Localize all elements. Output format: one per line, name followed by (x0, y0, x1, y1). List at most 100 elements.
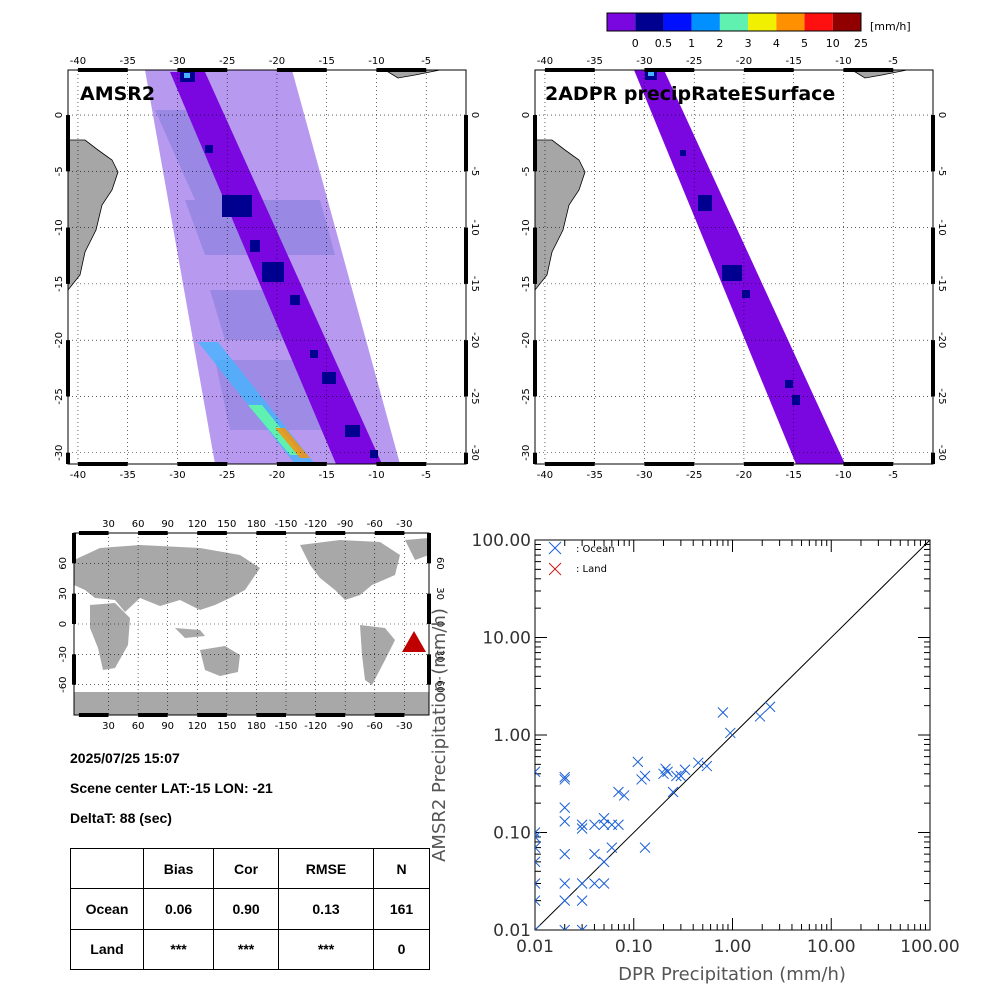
lat-tick-label: -20 (936, 332, 947, 348)
stats-cell: 0.90 (213, 888, 279, 930)
lon-tick-label: -35 (120, 470, 136, 481)
stats-cell: *** (277, 928, 375, 971)
scatter-point-ocean (701, 760, 713, 772)
stats-table: Bias Cor RMSE N Ocean 0.06 0.90 0.13 161… (70, 847, 430, 971)
scatter-point-ocean (559, 924, 571, 930)
scatter-points (535, 701, 776, 930)
scatter-point-ocean (598, 856, 610, 868)
globe-map: 30 30 60 60 90 90 120 120 150 150 180 180 -150 -150 -1… (58, 519, 445, 732)
colorbar-label: 0.5 (655, 37, 673, 50)
scatter-point-ocean (692, 757, 704, 769)
colorbar-label: 4 (773, 37, 780, 50)
legend-land-label: : Land (576, 564, 607, 575)
lat-tick-label: -25 (54, 388, 65, 404)
lon-tick-label: -20 (736, 470, 752, 481)
lon-tick-label: -30 (396, 519, 412, 530)
lat-tick-label: -30 (521, 445, 532, 461)
lon-tick-label: -15 (319, 56, 335, 67)
scene-center-text: Scene center LAT:-15 LON: -21 (70, 780, 273, 796)
lat-tick-label: -60 (434, 676, 445, 692)
lat-tick-label: 60 (58, 557, 69, 570)
scatter-point-ocean (535, 895, 541, 907)
scatter-point-ocean (535, 831, 541, 843)
colorbar-label: 3 (745, 37, 752, 50)
lat-tick-label: -15 (521, 276, 532, 292)
lat-tick-label: -30 (469, 445, 480, 461)
scatter-point-ocean (589, 819, 600, 831)
lat-tick-label: -25 (469, 388, 480, 404)
scatter-point-ocean (535, 856, 541, 868)
colorbar-label: 10 (826, 37, 840, 50)
scatter-point-ocean (670, 770, 682, 782)
lat-tick-label: -15 (54, 276, 65, 292)
y-axis-label: AMSR2 Precipitation (mm/h) (429, 608, 450, 862)
lat-tick-label: -30 (936, 445, 947, 461)
scatter-point-ocean (724, 727, 736, 739)
colorbar-label: 0 (632, 37, 639, 50)
stats-header-cell: Bias (142, 847, 215, 890)
lat-tick-label: -15 (936, 276, 947, 292)
stats-cell: 161 (373, 888, 430, 930)
lon-tick-label: -20 (269, 56, 285, 67)
lon-tick-label: 150 (217, 721, 236, 732)
lon-tick-label: 180 (247, 519, 266, 530)
scatter-point-ocean (717, 707, 729, 718)
scatter-point-ocean (535, 827, 541, 838)
lon-tick-label: -40 (70, 470, 86, 481)
scatter-point-ocean (754, 711, 766, 722)
scatter-point-ocean (598, 819, 610, 831)
scatter-point-ocean (589, 878, 600, 889)
colorbar: 0 0.5 1 2 3 4 5 10 25 (606, 12, 868, 50)
dpr-map: -40 -40 -35 -35 -30 -30 -25 -25 -20 -20 -15 -15 -10 -… (521, 56, 947, 481)
x-tick-label: 1.00 (714, 937, 752, 957)
lon-tick-label: -35 (587, 56, 603, 67)
lat-tick-label: -25 (936, 388, 947, 404)
lon-tick-label: -10 (835, 470, 851, 481)
stats-cell: Land (70, 928, 144, 971)
legend-land-cross (548, 562, 562, 576)
x-axis-label: DPR Precipitation (mm/h) (618, 964, 846, 985)
lon-tick-label: -5 (421, 56, 431, 67)
lon-tick-label: -120 (304, 519, 327, 530)
lon-tick-label: -30 (636, 56, 652, 67)
colorbar-label: 1 (688, 37, 695, 50)
colorbar-swatch (663, 13, 692, 31)
lon-tick-label: -35 (587, 470, 603, 481)
scatter-point-ocean (535, 766, 541, 778)
lon-tick-label: -150 (275, 519, 298, 530)
scatter-point-ocean (639, 770, 651, 782)
lat-tick-label: 0 (434, 621, 445, 627)
lat-tick-label: 0 (469, 112, 480, 118)
stats-cell: *** (213, 928, 279, 971)
lon-tick-label: -60 (367, 519, 383, 530)
stats-cell: 0.06 (142, 888, 215, 930)
scatter-point-ocean (535, 878, 541, 889)
scatter-point-ocean (639, 842, 651, 853)
colorbar-unit: [mm/h] (870, 20, 911, 33)
legend-ocean-cross (548, 541, 562, 555)
scatter-point-ocean (576, 895, 588, 907)
lat-tick-label: -60 (58, 676, 69, 692)
lat-tick-label: 0 (54, 112, 65, 118)
lat-tick-label: -10 (469, 219, 480, 235)
lon-tick-label: -30 (636, 470, 652, 481)
stats-cell: *** (142, 928, 215, 971)
lat-tick-label: -5 (936, 166, 947, 176)
scatter-point-ocean (667, 786, 679, 798)
lon-tick-label: -25 (219, 56, 235, 67)
stats-cell: Ocean (70, 888, 144, 930)
y-tick-label: 10.00 (482, 629, 531, 649)
colorbar-frame (606, 12, 862, 32)
scatter-point-ocean (589, 848, 600, 860)
scatter-point-ocean (632, 756, 644, 768)
lon-tick-label: -35 (120, 56, 136, 67)
scatter-point-ocean (618, 790, 630, 801)
lon-tick-label: -10 (368, 470, 384, 481)
lat-tick-label: -5 (521, 166, 532, 176)
lon-tick-label: -25 (686, 470, 702, 481)
lon-tick-label: -20 (736, 56, 752, 67)
scatter-point-ocean (559, 895, 571, 907)
lat-tick-label: -20 (54, 332, 65, 348)
scatter-point-ocean (559, 816, 571, 827)
scatter-point-ocean (559, 771, 571, 783)
